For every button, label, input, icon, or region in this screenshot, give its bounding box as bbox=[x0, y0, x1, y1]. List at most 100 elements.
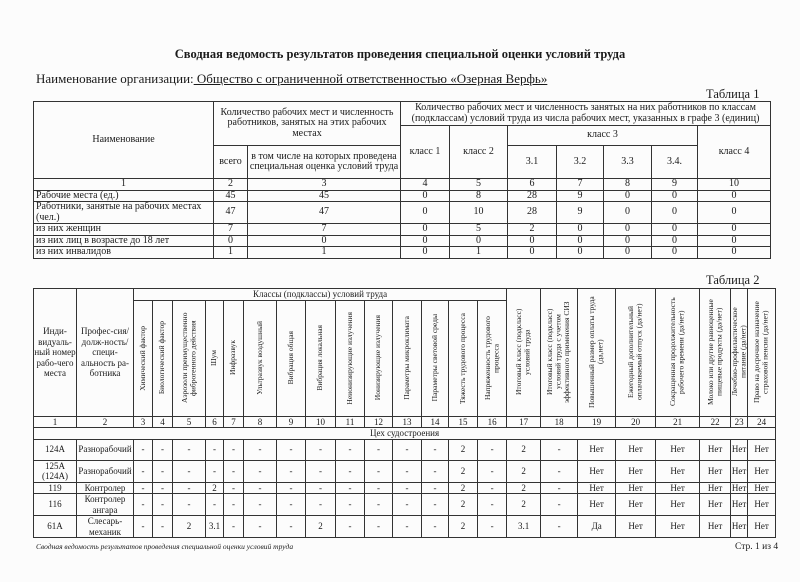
table-row: из них инвалидов 1 1 0 1 0 0 0 0 0 bbox=[33, 246, 772, 259]
cell-value: - bbox=[305, 481, 336, 494]
cell-value: - bbox=[276, 493, 306, 516]
header-factor-label: Сокращенная продолжительность рабочего в… bbox=[668, 297, 686, 407]
cell-value: 2 bbox=[205, 481, 224, 494]
organization-name: Общество с ограниченной ответственностью… bbox=[193, 71, 548, 86]
cell-value: 0 bbox=[697, 223, 772, 236]
section-title: Цех судостроения bbox=[32, 427, 777, 440]
header-3-3: 3.3 bbox=[603, 145, 653, 179]
cell-value: - bbox=[476, 438, 508, 461]
header-class1: класс 1 bbox=[400, 125, 451, 179]
cell-value: 1 bbox=[449, 246, 509, 259]
cell-value: - bbox=[540, 459, 579, 483]
column-number: 5 bbox=[449, 178, 509, 191]
cell-value: - bbox=[364, 515, 393, 538]
cell-value: Нет bbox=[730, 481, 749, 494]
cell-value: - bbox=[152, 459, 173, 483]
cell-value: 0 bbox=[651, 246, 699, 259]
cell-value: - bbox=[540, 493, 579, 516]
cell-value: Нет bbox=[615, 481, 657, 494]
cell-value: - bbox=[205, 438, 224, 461]
row-label: Рабочие места (ед.) bbox=[33, 189, 214, 202]
header-factor: Инфразвук bbox=[223, 299, 244, 417]
cell-value: - bbox=[335, 459, 365, 483]
cell-value: 3.1 bbox=[506, 515, 542, 538]
column-number: 10 bbox=[305, 415, 336, 428]
cell-value: - bbox=[540, 481, 579, 494]
cell-value: - bbox=[364, 438, 393, 461]
section-row: Цех судостроения bbox=[32, 427, 777, 440]
header-factor-label: Молоко или другие равноценные пищевые пр… bbox=[705, 299, 724, 406]
column-number: 14 bbox=[421, 415, 449, 428]
cell-value: 45 bbox=[246, 189, 402, 202]
cell-value: - bbox=[392, 493, 422, 516]
header-class4: класс 4 bbox=[697, 125, 772, 179]
header-factor-label: Шум bbox=[209, 350, 219, 366]
cell-value: - bbox=[276, 459, 306, 483]
cell-value: - bbox=[223, 515, 244, 538]
cell-value: Нет bbox=[699, 438, 732, 461]
column-number: 2 bbox=[76, 415, 134, 428]
column-number: 2 bbox=[213, 178, 248, 191]
column-number: 12 bbox=[364, 415, 393, 428]
cell-value: - bbox=[243, 438, 277, 461]
column-number: 4 bbox=[152, 415, 173, 428]
cell-value: - bbox=[276, 438, 306, 461]
header-factor-label: Ионизирующие излучения bbox=[373, 315, 383, 401]
cell-value: - bbox=[133, 438, 153, 461]
cell-value: - bbox=[364, 459, 393, 483]
cell-value: - bbox=[152, 515, 173, 538]
header-factor: Итоговый класс (подкласс) условий труда … bbox=[540, 288, 579, 417]
header-factor: Ежегодный дополнительный оплачиваемый от… bbox=[615, 288, 657, 417]
header-factor-label: Ежегодный дополнительный оплачиваемый от… bbox=[626, 304, 644, 401]
cell-value: Нет bbox=[699, 459, 732, 483]
cell-value: 2 bbox=[507, 223, 558, 236]
cell-value: - bbox=[152, 438, 173, 461]
cell-value: 5 bbox=[449, 223, 509, 236]
cell-value: 10 bbox=[449, 201, 509, 224]
cell-value: - bbox=[421, 493, 449, 516]
column-number: 22 bbox=[699, 415, 732, 428]
cell-value: 0 bbox=[651, 223, 699, 236]
cell-value: Нет bbox=[699, 515, 732, 538]
column-number: 7 bbox=[223, 415, 244, 428]
header-factor: Аэрозоли преимущественно фиброгенного де… bbox=[172, 299, 206, 417]
cell-value: - bbox=[172, 481, 206, 494]
column-number: 1 bbox=[33, 415, 77, 428]
column-number: 20 bbox=[615, 415, 657, 428]
header-factor-label: Повышенный размер оплаты труда (да,нет) bbox=[587, 296, 605, 409]
cell-value: - bbox=[243, 515, 277, 538]
cell-value: - bbox=[276, 515, 306, 538]
cell-value: - bbox=[364, 481, 393, 494]
table-row: 124А Разнорабочий - - - - - - - - - - - -2-2- Нет Нет Не… bbox=[33, 438, 777, 461]
cell-value: 2 bbox=[448, 438, 478, 461]
column-number: 8 bbox=[243, 415, 277, 428]
column-number: 4 bbox=[400, 178, 451, 191]
cell-value: 0 bbox=[449, 234, 509, 247]
cell-value: - bbox=[223, 459, 244, 483]
row-label: из них инвалидов bbox=[33, 246, 214, 259]
cell-value: Нет bbox=[730, 459, 749, 483]
organization-line: Наименование организации: Общество с огр… bbox=[36, 71, 547, 87]
cell-value: 47 bbox=[213, 201, 248, 224]
header-factor: Лечебно-профилактическое питание (да/нет… bbox=[730, 288, 749, 417]
header-factor-label: Ультразвук воздушный bbox=[254, 321, 264, 395]
header-factor-label: Итоговый класс (подкласс) условий труда … bbox=[545, 301, 572, 404]
cell-value: - bbox=[540, 515, 579, 538]
cell-value: - bbox=[152, 493, 173, 516]
profession: Контролер bbox=[76, 481, 134, 494]
header-factor: Биологический фактор bbox=[152, 299, 173, 417]
header-factor-label: Лечебно-профилактическое питание (да/нет… bbox=[730, 307, 748, 397]
cell-value: - bbox=[392, 438, 422, 461]
cell-value: 2 bbox=[448, 493, 478, 516]
cell-value: - bbox=[305, 459, 336, 483]
cell-value: - bbox=[421, 459, 449, 483]
column-number: 10 bbox=[697, 178, 772, 191]
cell-value: 8 bbox=[449, 189, 509, 202]
cell-value: 0 bbox=[603, 246, 653, 259]
cell-value: 2 bbox=[448, 459, 478, 483]
header-factor-label: Аэрозоли преимущественно фиброгенного де… bbox=[179, 312, 198, 404]
header-factor-label: Итоговый класс (подкласс) условий труда bbox=[514, 309, 532, 396]
cell-value: 1 bbox=[246, 246, 402, 259]
cell-value: Нет bbox=[730, 493, 749, 516]
